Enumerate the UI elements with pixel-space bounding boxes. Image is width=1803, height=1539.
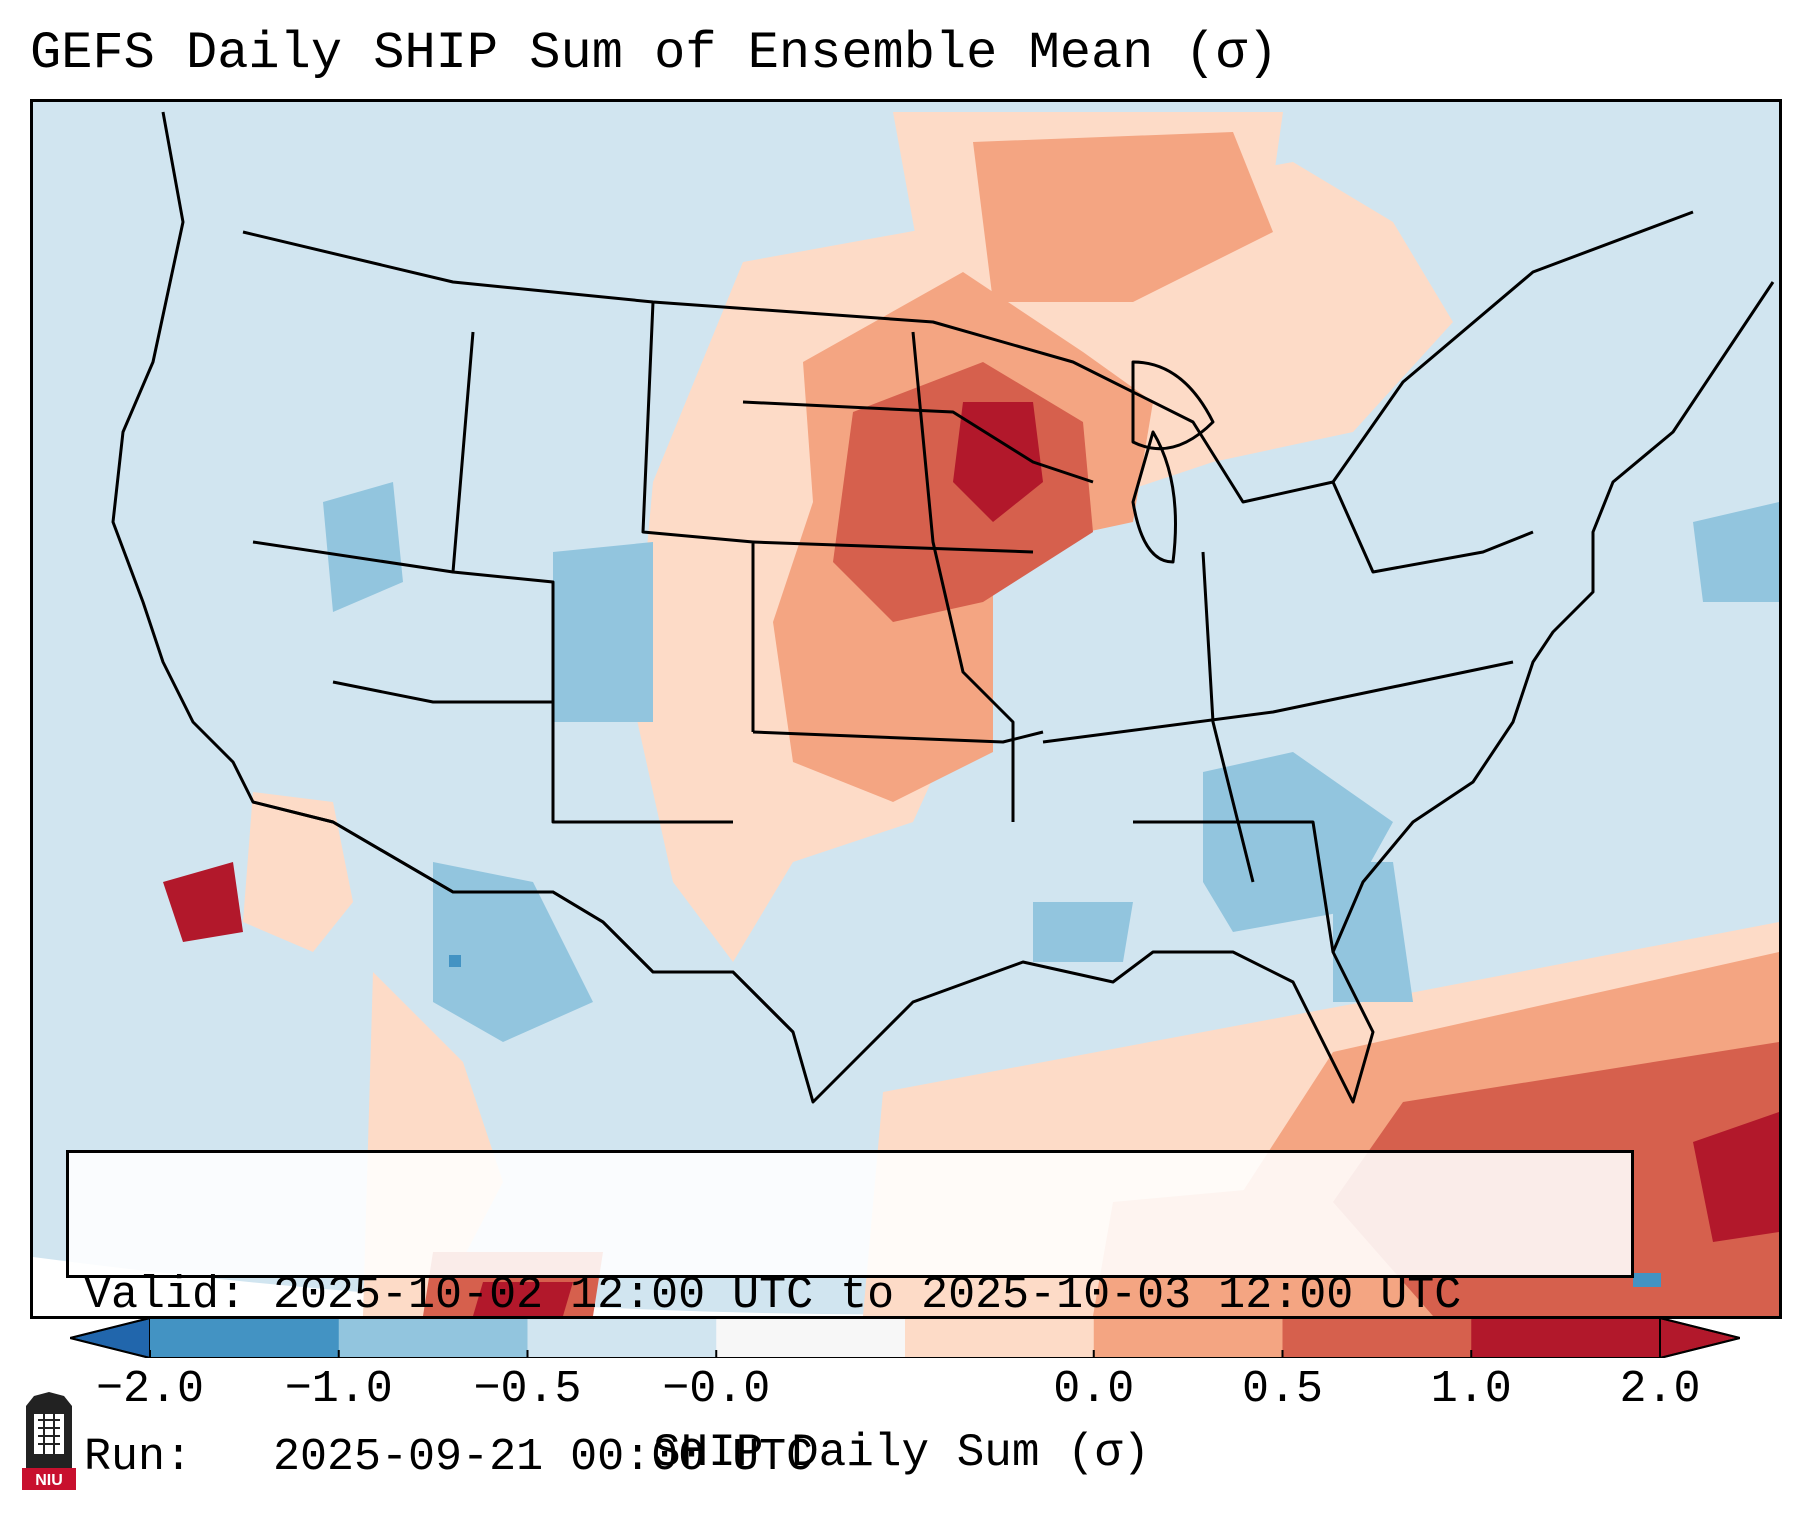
figure-title: GEFS Daily SHIP Sum of Ensemble Mean (σ)	[30, 24, 1279, 83]
colorbar-segment	[1282, 1318, 1472, 1358]
lake-michigan-outline	[1131, 430, 1177, 564]
colorbar-tick-label: −1.0	[284, 1364, 393, 1415]
us-coastline	[111, 111, 1775, 1104]
colorbar	[69, 1316, 1741, 1360]
colorbar-segment	[150, 1318, 340, 1358]
colorbar-segment	[716, 1318, 906, 1358]
state-line-kansas-oklahoma	[752, 730, 1044, 744]
colorbar-ticks: −2.0 −1.0 −0.5 −0.0 0.0 0.5 1.0 2.0	[0, 1362, 1803, 1422]
lake-superior-outline	[1131, 360, 1215, 451]
colorbar-segment	[527, 1318, 717, 1358]
shade-pacific-peak	[473, 1282, 573, 1316]
valid-run-box: Valid: 2025-10-02 12:00 UTC to 2025-10-0…	[66, 1150, 1634, 1483]
canada-border	[242, 210, 1694, 504]
colorbar-tick-label: 1.0	[1430, 1364, 1512, 1415]
valid-line: Valid: 2025-10-02 12:00 UTC to 2025-10-0…	[84, 1270, 1462, 1321]
colorbar-segment	[1093, 1318, 1283, 1358]
colorbar-extend-high	[1659, 1316, 1741, 1360]
state-line-florida-georgia	[1133, 820, 1335, 953]
shade-baja-light	[243, 792, 353, 952]
state-line-ohio-pennsylvania	[1331, 481, 1534, 574]
colorbar-tick-label: 0.5	[1241, 1364, 1324, 1415]
state-line-west	[451, 331, 555, 752]
niu-logo-graphic: NIU	[22, 1392, 76, 1490]
colorbar-tick-label: −0.5	[473, 1364, 582, 1415]
shade-strong-blue-cell	[449, 955, 461, 967]
logo-text: NIU	[35, 1472, 63, 1489]
mexico-border	[252, 800, 795, 1034]
shade-iowa-peak	[953, 402, 1043, 522]
boundary-lines	[111, 111, 1775, 1104]
logo-badge	[22, 1468, 76, 1490]
conus-map	[33, 111, 1779, 1316]
colorbar-extend-low	[69, 1316, 151, 1360]
map-panel	[30, 99, 1782, 1319]
shade-florida-blue	[1333, 862, 1413, 1002]
colorbar-segment	[1471, 1318, 1661, 1358]
shade-baja-peak	[163, 862, 243, 942]
shade-caribbean-peak	[1693, 1112, 1779, 1242]
colorbar-tick-label: −2.0	[95, 1364, 205, 1415]
colorbar-tick-label: 2.0	[1619, 1364, 1701, 1415]
state-line-tennessee	[1042, 660, 1514, 744]
state-line-utah-arizona	[332, 680, 553, 704]
shade-canada-moderate	[973, 132, 1273, 302]
state-line-alabama	[1201, 551, 1255, 883]
shade-colorado-blue	[553, 542, 653, 722]
logo-window-grid	[38, 1414, 60, 1454]
shade-mexico-blue	[433, 862, 593, 1042]
colorbar-label: SHIP Daily Sum (σ)	[653, 1427, 1150, 1479]
colorbar-svg	[69, 1316, 1741, 1360]
colorbar-segment	[905, 1318, 1095, 1358]
shade-caribbean-blue-cell	[1633, 1273, 1661, 1287]
state-line-plains-1	[641, 301, 755, 732]
shade-atlantic-blue	[1693, 502, 1779, 602]
colorbar-segment	[338, 1318, 528, 1358]
state-line-nebraska-kansas	[752, 540, 1034, 554]
run-line: Run: 2025-09-21 00:00 UTC	[84, 1432, 814, 1483]
state-line-dakotas	[742, 400, 1094, 484]
colorbar-tick-label: 0.0	[1053, 1364, 1135, 1415]
niu-logo: NIU	[20, 1392, 78, 1492]
shade-nevada-blue	[323, 482, 403, 612]
colorbar-tick-label: −0.0	[662, 1364, 771, 1415]
shade-louisiana-blue	[1033, 902, 1133, 962]
state-line-great-basin	[252, 540, 454, 574]
state-line-mississippi	[911, 331, 1015, 822]
state-line-arizona-new-mexico	[551, 752, 733, 824]
